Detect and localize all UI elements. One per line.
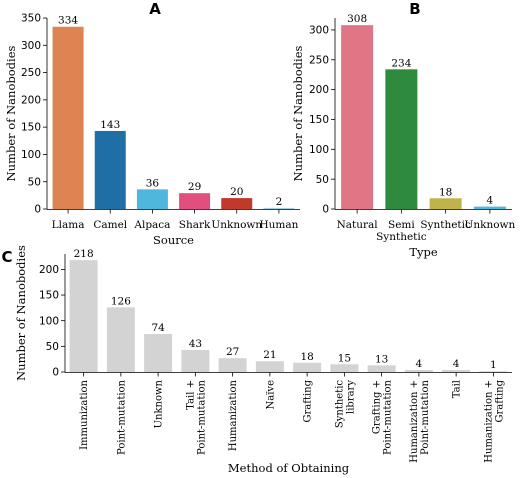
- x-tick-label: Immunization: [79, 379, 90, 449]
- panel-letter: A: [149, 0, 161, 18]
- bar: [136, 189, 168, 209]
- y-tick-label: 100: [21, 149, 41, 161]
- y-tick-label: 350: [21, 13, 41, 25]
- bar: [221, 198, 253, 209]
- data-label: 4: [487, 195, 494, 207]
- y-axis-label: Number of Nanobodies: [14, 245, 28, 381]
- data-label: 4: [416, 358, 423, 370]
- y-tick-label: 50: [316, 174, 329, 186]
- x-tick-label: Humanization: [228, 379, 239, 451]
- bar: [385, 69, 418, 209]
- data-label: 18: [439, 186, 452, 198]
- data-label: 126: [111, 295, 131, 307]
- x-axis-label: Method of Obtaining: [228, 461, 350, 475]
- x-tick-label: Grafting: [303, 379, 314, 422]
- data-label: 15: [338, 352, 351, 364]
- y-tick-label: 0: [34, 204, 41, 216]
- x-tick-label: Humanization +Grafting: [483, 379, 505, 462]
- y-tick-label: 0: [52, 367, 59, 379]
- bar: [255, 361, 284, 372]
- bar: [404, 369, 433, 372]
- x-tick-label: Synthetic: [420, 219, 471, 231]
- y-tick-label: 200: [39, 264, 59, 276]
- x-tick-label: Unknown: [464, 219, 515, 231]
- y-tick-label: 250: [309, 54, 329, 66]
- x-tick-label: Grafting +Point-mutation: [372, 379, 394, 455]
- bar: [94, 130, 126, 209]
- y-tick-label: 150: [309, 114, 329, 126]
- x-tick-label: Point-mutation: [116, 379, 127, 455]
- panel-letter: B: [409, 0, 420, 18]
- bar: [473, 206, 506, 209]
- x-axis-label: Source: [153, 233, 194, 247]
- x-tick-label: Unknown: [211, 219, 262, 231]
- bar: [479, 371, 508, 372]
- x-tick-label: Alpaca: [133, 219, 170, 231]
- data-label: 1: [490, 359, 497, 371]
- data-label: 4: [453, 358, 460, 370]
- y-tick-label: 100: [309, 144, 329, 156]
- bar: [429, 198, 462, 209]
- panel-c: C 0 50 100 150 200 Number of Nanobodies Method …: [1, 245, 512, 475]
- y-tick-label: 150: [21, 122, 41, 134]
- panel-b: B 0 50 100 150 200 250 300 Number of Nanobodies T…: [291, 0, 516, 259]
- bar: [218, 358, 247, 372]
- x-tick-label: Tail +Point-mutation: [185, 379, 207, 455]
- x-tick-label: Tail: [452, 380, 463, 398]
- y-tick-label: 300: [21, 40, 41, 52]
- data-label: 27: [226, 346, 239, 358]
- x-tick-label: Naïve: [265, 380, 276, 410]
- x-axis-label: Type: [409, 245, 438, 259]
- data-label: 334: [58, 15, 78, 27]
- bar: [52, 26, 84, 209]
- bar: [179, 193, 211, 209]
- y-tick-label: 50: [46, 341, 59, 353]
- x-tick-label: Semi Synthetic: [376, 219, 427, 243]
- panel-a: A 0 50 100 150 200 250 300 350 Number of Nanobodi…: [4, 0, 300, 247]
- bar: [181, 349, 210, 372]
- x-tick-label: Shark: [179, 219, 211, 231]
- data-label: 218: [74, 248, 94, 260]
- bar: [293, 362, 322, 372]
- data-label: 18: [300, 351, 313, 363]
- bar: [330, 364, 359, 372]
- y-tick-label: 250: [21, 67, 41, 79]
- bar: [442, 369, 471, 372]
- y-tick-label: 200: [21, 94, 41, 106]
- x-tick-label: Unknown: [154, 379, 165, 428]
- data-label: 43: [189, 338, 202, 350]
- x-tick-label: Natural: [337, 219, 379, 231]
- x-tick-label: Camel: [93, 219, 127, 231]
- bar: [144, 334, 173, 372]
- data-label: 21: [263, 349, 276, 361]
- y-axis-label: Number of Nanobodies: [291, 45, 305, 181]
- bar: [341, 25, 374, 209]
- x-tick-label: Llama: [52, 219, 85, 231]
- x-tick-label: Human: [259, 219, 298, 231]
- bar: [263, 207, 295, 209]
- data-label: 29: [188, 181, 201, 193]
- panel-letter: C: [1, 248, 12, 266]
- y-tick-label: 0: [322, 204, 329, 216]
- data-label: 13: [375, 353, 388, 365]
- bar: [106, 307, 135, 372]
- data-label: 74: [151, 322, 165, 334]
- y-tick-label: 50: [28, 176, 41, 188]
- y-tick-label: 300: [309, 25, 329, 37]
- bar: [367, 365, 396, 372]
- y-tick-label: 150: [39, 290, 59, 302]
- data-label: 234: [391, 57, 411, 69]
- data-label: 36: [146, 177, 160, 189]
- x-tick-label: Syntheticlibrary: [334, 380, 356, 429]
- data-label: 308: [347, 13, 367, 25]
- data-label: 143: [100, 119, 120, 131]
- data-label: 2: [276, 196, 283, 208]
- x-tick-label: Humanization +Point-mutation: [409, 379, 431, 462]
- y-tick-label: 200: [309, 84, 329, 96]
- y-axis-label: Number of Nanobodies: [4, 45, 18, 181]
- y-tick-label: 100: [39, 315, 59, 327]
- bar: [69, 260, 98, 372]
- data-label: 20: [230, 186, 243, 198]
